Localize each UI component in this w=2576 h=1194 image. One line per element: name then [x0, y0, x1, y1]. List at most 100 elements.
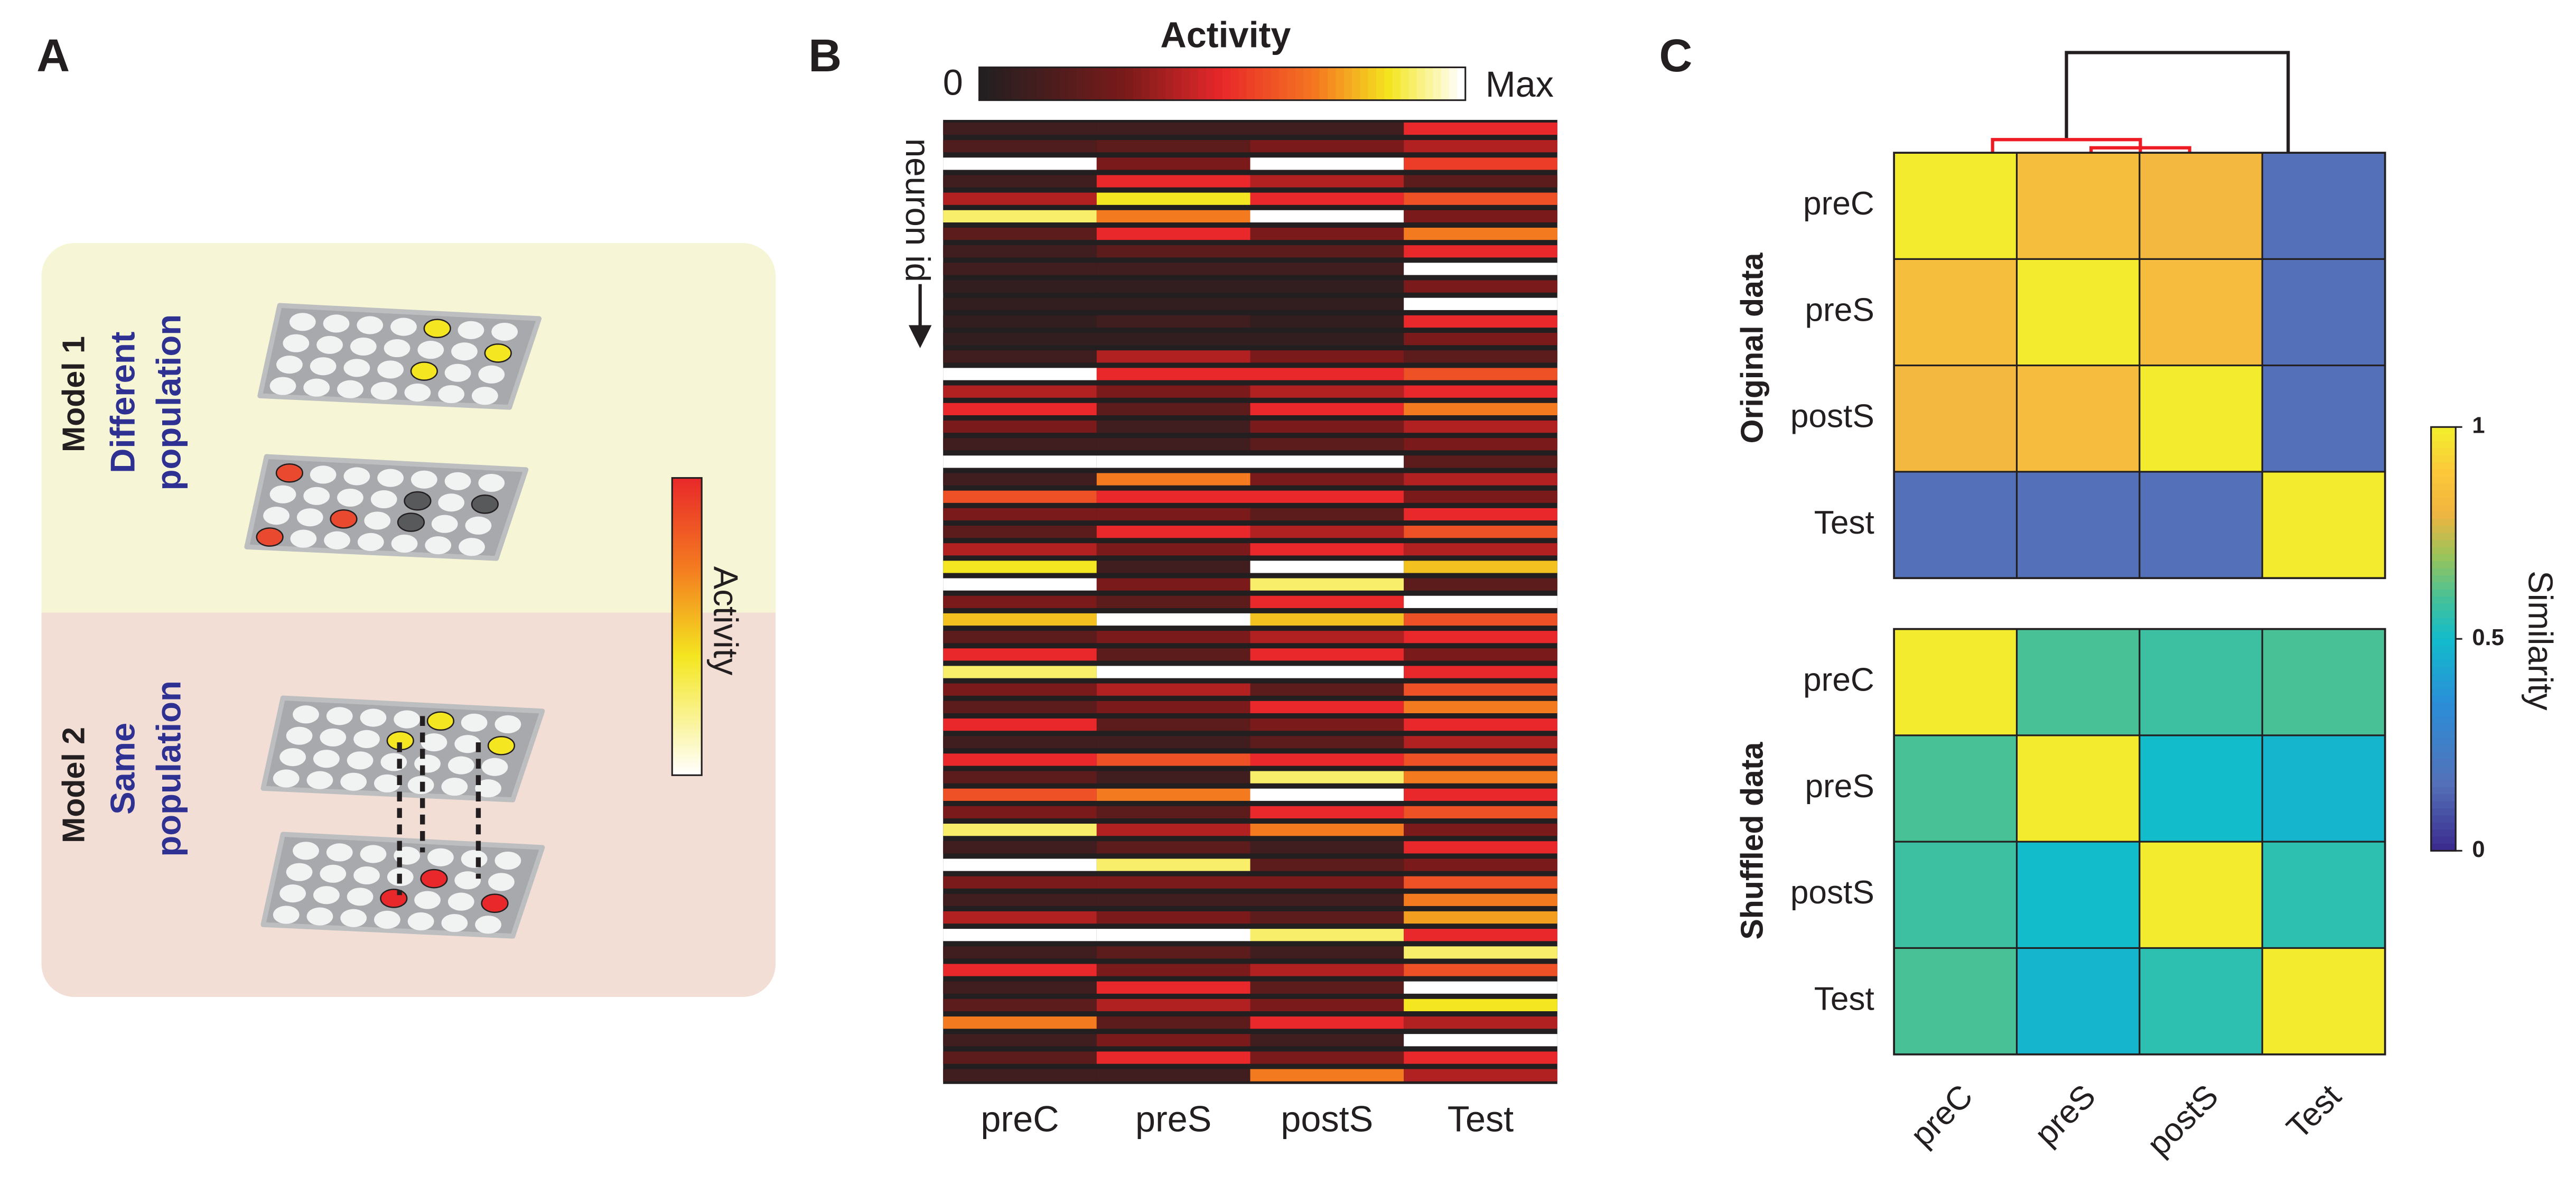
colorbar-step	[2431, 815, 2456, 824]
cell	[283, 334, 310, 352]
heatmap-cell	[1404, 753, 1557, 766]
heatmap-cell	[1250, 473, 1404, 486]
cell	[256, 527, 284, 547]
heatmap-cell	[1096, 280, 1250, 293]
cell	[441, 777, 468, 796]
cell	[324, 531, 350, 549]
matrix-cell	[2139, 471, 2263, 579]
heatmap-cell	[1250, 385, 1404, 398]
heatmap-cell	[1096, 701, 1250, 714]
heatmap-cell	[1096, 403, 1250, 415]
heatmap-cell	[1250, 140, 1404, 153]
cell	[410, 361, 438, 381]
column-label: preS	[2028, 1078, 2103, 1153]
cell	[360, 708, 387, 727]
heatmap-cell	[1250, 806, 1404, 819]
heatmap-cell	[943, 543, 1097, 556]
heatmap-cell	[1096, 841, 1250, 854]
heatmap-cell	[1404, 946, 1557, 959]
cell	[313, 886, 340, 904]
colorbar-step	[2431, 808, 2456, 817]
cell	[360, 845, 387, 863]
heatmap-cell	[943, 350, 1097, 363]
column-label: preS	[1135, 1099, 1211, 1139]
column-label: preC	[981, 1099, 1059, 1139]
cell	[273, 769, 300, 788]
colorbar-step	[2431, 511, 2456, 520]
colorbar-step	[1206, 67, 1215, 100]
colorbar-step	[2431, 639, 2456, 647]
colorbar-step	[2431, 618, 2456, 626]
cell	[421, 733, 447, 752]
heatmap-cell	[943, 666, 1097, 678]
cell	[313, 750, 340, 768]
colorbar-step	[2431, 794, 2456, 803]
heatmap-cell	[943, 824, 1097, 836]
matrix-label: Original data	[1734, 252, 1769, 443]
colorbar-step	[2431, 497, 2456, 506]
heatmap-cell	[1404, 666, 1557, 678]
cell	[320, 864, 347, 883]
matrix-cell	[2261, 152, 2386, 260]
colorbar-step	[1165, 67, 1175, 100]
heatmap-cell	[1404, 648, 1557, 661]
colorbar-step	[1295, 67, 1304, 100]
colorbar-step	[2431, 716, 2456, 725]
cell	[374, 774, 400, 792]
heatmap-cell	[943, 1034, 1097, 1047]
heatmap-cell	[943, 841, 1097, 854]
heatmap-cell	[1096, 473, 1250, 486]
cell	[290, 529, 317, 548]
heatmap-cell	[1096, 859, 1250, 871]
model1-label: Model 1	[56, 336, 91, 452]
heatmap-cell	[1096, 893, 1250, 906]
colorbar-step	[1003, 67, 1013, 100]
colorbar-step	[2431, 674, 2456, 683]
colorbar-step	[2431, 681, 2456, 689]
heatmap-cell	[1250, 824, 1404, 836]
heatmap-cell	[1404, 175, 1557, 188]
heatmap-cell	[1250, 210, 1404, 223]
heatmap-cell	[1404, 876, 1557, 889]
colorbar-step	[1279, 67, 1288, 100]
dendrogram	[2065, 51, 2290, 153]
colorbar-step	[1052, 67, 1061, 100]
heatmap-cell	[1250, 455, 1404, 468]
matrix-cell	[2139, 841, 2263, 949]
cell	[286, 726, 313, 745]
colorbar-step	[2431, 744, 2456, 753]
heatmap-cell	[1404, 911, 1557, 924]
heatmap-cell	[1096, 420, 1250, 433]
colorbar-step	[2431, 526, 2456, 534]
heatmap-cell	[943, 964, 1097, 976]
heatmap-cell	[1250, 1034, 1404, 1047]
cell	[343, 359, 370, 377]
colorbar-step	[2431, 688, 2456, 696]
heatmap-cell	[1096, 561, 1250, 573]
row-label: preC	[1803, 662, 1874, 698]
heatmap-cell	[1250, 543, 1404, 556]
heatmap-cell	[1250, 718, 1404, 731]
heatmap-cell	[1096, 824, 1250, 836]
heatmap-cell	[943, 210, 1097, 223]
cell	[404, 491, 432, 511]
cell	[337, 380, 363, 398]
heatmap-cell	[1096, 245, 1250, 258]
heatmap-cell	[1250, 1016, 1404, 1029]
cell	[426, 711, 455, 731]
heatmap-cell	[1096, 385, 1250, 398]
heatmap-cell	[1404, 543, 1557, 556]
heatmap-cell	[1250, 368, 1404, 380]
model1-desc: Different	[103, 331, 142, 473]
heatmap-cell	[943, 859, 1097, 871]
colorbar-step	[1319, 67, 1329, 100]
heatmap-cell	[943, 192, 1097, 205]
colorbar-step	[1198, 67, 1207, 100]
colorbar-step	[2431, 603, 2456, 612]
heatmap-cell	[943, 753, 1097, 766]
cell	[340, 772, 367, 791]
heatmap-cell	[943, 455, 1097, 468]
cell	[478, 365, 505, 384]
heatmap-cell	[1250, 157, 1404, 170]
heatmap-cell	[943, 929, 1097, 941]
